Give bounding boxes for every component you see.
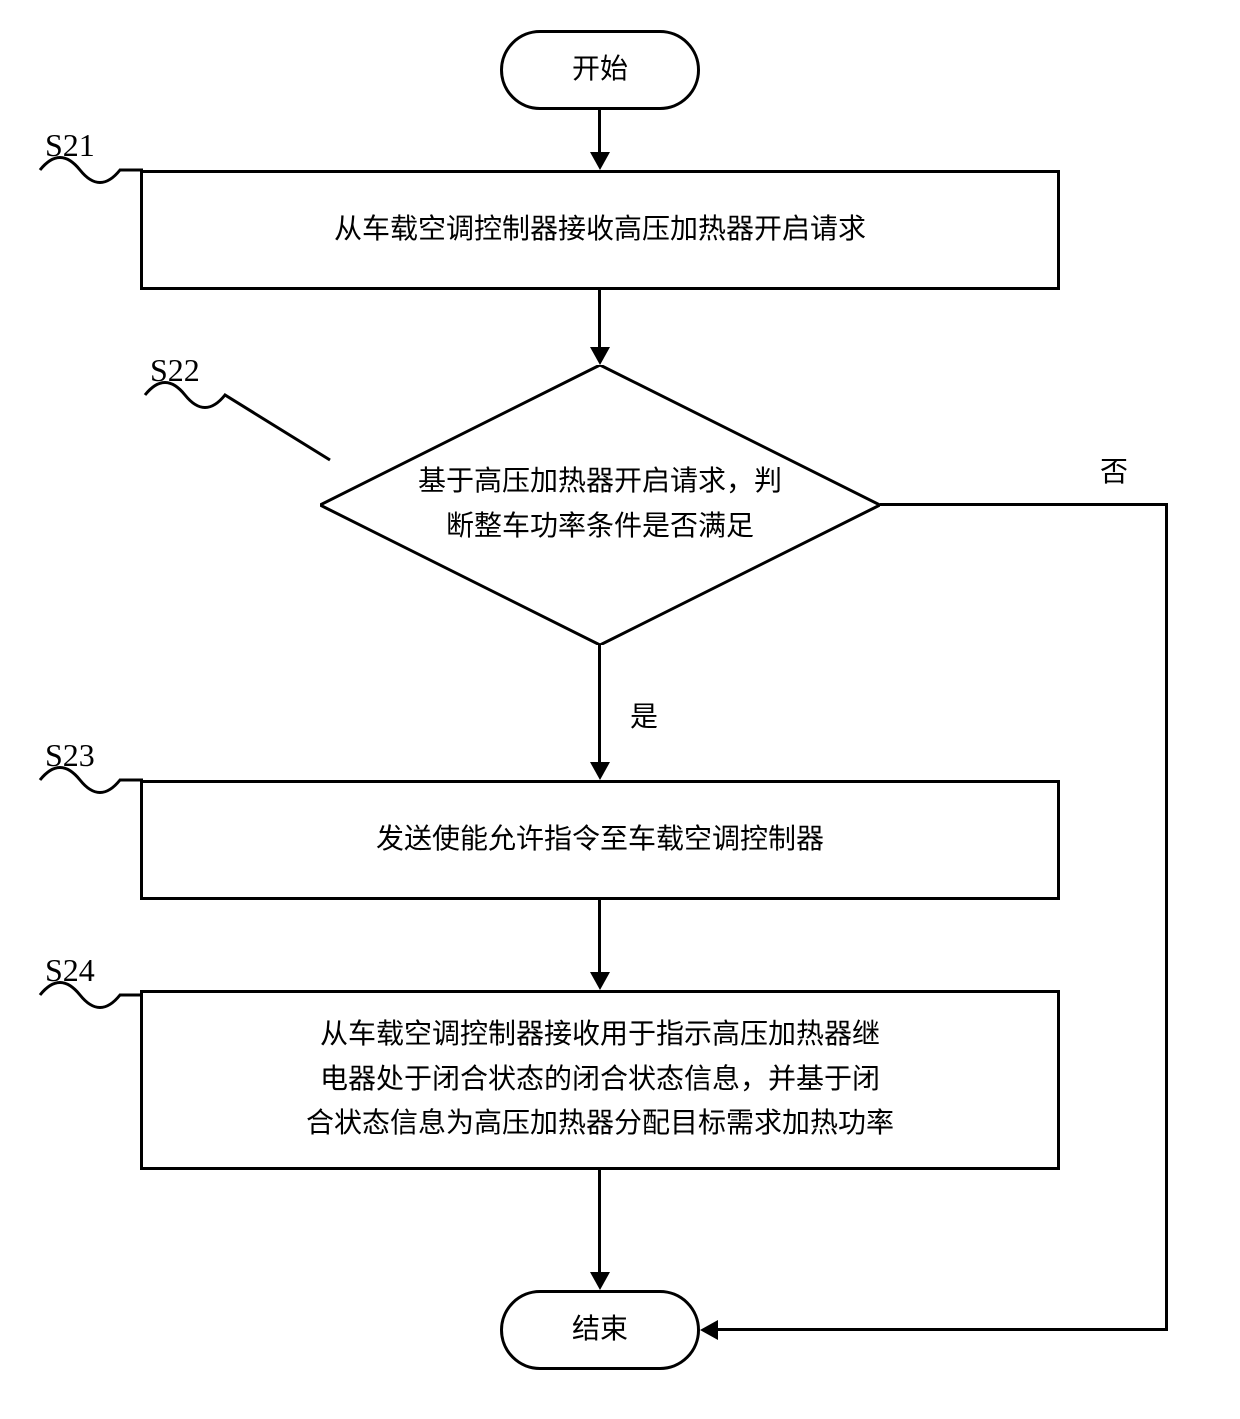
- s22-node: 基于高压加热器开启请求，判 断整车功率条件是否满足: [320, 365, 880, 645]
- step-label-s22-text: S22: [150, 352, 200, 389]
- arrowhead-s21-s22: [590, 347, 610, 365]
- start-node: 开始: [500, 30, 700, 110]
- arrowhead-s22-no: [700, 1320, 718, 1340]
- step-label-s24: S24: [30, 960, 150, 1040]
- step-label-s23-text: S23: [45, 737, 95, 774]
- edge-label-yes: 是: [630, 695, 658, 735]
- s23-text: 发送使能允许指令至车载空调控制器: [376, 818, 824, 863]
- s24-text-line1: 从车载空调控制器接收用于指示高压加热器继: [306, 1013, 894, 1058]
- s24-text-wrap: 从车载空调控制器接收用于指示高压加热器继 电器处于闭合状态的闭合状态信息，并基于…: [306, 1013, 894, 1147]
- edge-s22-s23: [598, 645, 601, 765]
- s22-text-line2: 断整车功率条件是否满足: [418, 505, 782, 550]
- edge-s24-end: [598, 1170, 601, 1275]
- edge-s22-no-h2: [715, 1328, 1168, 1331]
- edge-label-no: 否: [1100, 450, 1128, 490]
- edge-s23-s24: [598, 900, 601, 975]
- s24-node: 从车载空调控制器接收用于指示高压加热器继 电器处于闭合状态的闭合状态信息，并基于…: [140, 990, 1060, 1170]
- step-label-s22: S22: [135, 360, 335, 470]
- s22-text-wrap: 基于高压加热器开启请求，判 断整车功率条件是否满足: [338, 460, 862, 550]
- s22-text-line1: 基于高压加热器开启请求，判: [418, 460, 782, 505]
- s23-node: 发送使能允许指令至车载空调控制器: [140, 780, 1060, 900]
- edge-start-s21: [598, 110, 601, 155]
- end-text: 结束: [572, 1308, 628, 1353]
- arrowhead-s22-s23: [590, 762, 610, 780]
- flowchart-container: 开始 从车载空调控制器接收高压加热器开启请求 S21 基于高压加热器开启请求，判…: [0, 0, 1240, 1419]
- step-label-s21: S21: [30, 135, 150, 215]
- step-label-s21-text: S21: [45, 127, 95, 164]
- arrowhead-start-s21: [590, 152, 610, 170]
- arrowhead-s23-s24: [590, 972, 610, 990]
- edge-s22-no-h1: [880, 503, 1168, 506]
- s21-text: 从车载空调控制器接收高压加热器开启请求: [334, 208, 866, 253]
- start-text: 开始: [572, 48, 628, 93]
- s24-text-line3: 合状态信息为高压加热器分配目标需求加热功率: [306, 1102, 894, 1147]
- end-node: 结束: [500, 1290, 700, 1370]
- step-label-s23: S23: [30, 745, 150, 825]
- step-label-s24-text: S24: [45, 952, 95, 989]
- edge-s22-no-v: [1165, 503, 1168, 1328]
- arrowhead-s24-end: [590, 1272, 610, 1290]
- s21-node: 从车载空调控制器接收高压加热器开启请求: [140, 170, 1060, 290]
- edge-s21-s22: [598, 290, 601, 350]
- s24-text-line2: 电器处于闭合状态的闭合状态信息，并基于闭: [306, 1058, 894, 1103]
